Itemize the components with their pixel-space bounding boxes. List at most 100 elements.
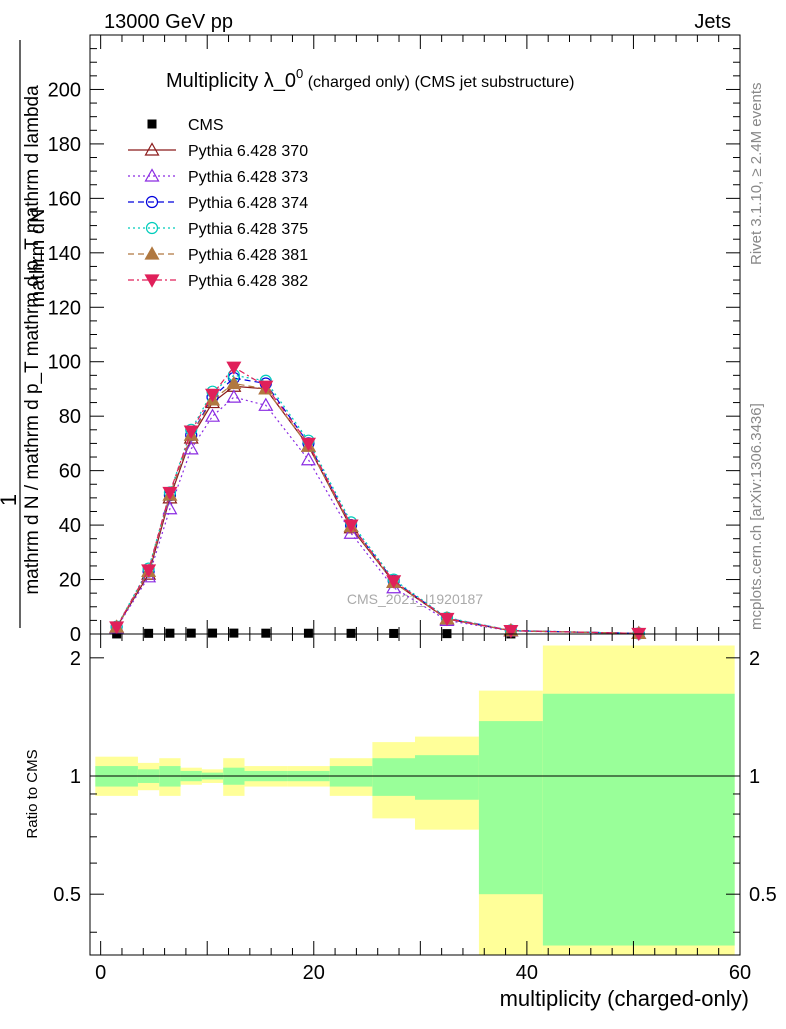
ratio-y-tick-label-right: 1 (749, 766, 760, 788)
cms-data-point (208, 628, 218, 638)
energy-label: 13000 GeV pp (104, 11, 233, 33)
chart-title: Multiplicity λ_00 (charged only) (CMS je… (166, 66, 574, 92)
cms-data-point (261, 628, 271, 638)
rivet-version-label: Rivet 3.1.10, ≥ 2.4M events (748, 83, 765, 266)
cms-data-point (186, 628, 196, 638)
main-y-tick-label: 120 (48, 297, 81, 319)
main-y-tick-label: 140 (48, 243, 81, 265)
data-marker-circle (145, 221, 159, 235)
main-y-tick-label: 60 (59, 461, 81, 483)
legend-label: CMS (188, 117, 224, 134)
data-marker-circle (145, 195, 159, 209)
data-marker-triangle (183, 441, 199, 455)
main-y-tick-label: 200 (48, 79, 81, 101)
data-marker-triangle (205, 408, 221, 422)
data-marker-triangle-down (503, 624, 519, 639)
main-y-tick-label: 100 (48, 352, 81, 374)
legend-entry: Pythia 6.428 370 (128, 142, 308, 160)
data-marker-triangle (226, 375, 242, 390)
data-marker-triangle-down (439, 612, 455, 627)
main-y-tick-label: 0 (70, 624, 81, 646)
ratio-y-tick-label: 2 (70, 648, 81, 670)
data-marker-triangle-down (141, 564, 157, 578)
data-marker-triangle-down (386, 575, 402, 589)
ratio-band-inner (542, 693, 735, 946)
cms-data-point (229, 628, 239, 638)
ratio-y-tick-label-right: 2 (749, 648, 760, 670)
main-y-tick-label: 40 (59, 515, 81, 537)
main-y-label: mathrm dN 1 mathrm d N / mathrm d p_T ma… (0, 40, 49, 628)
ratio-y-tick-label: 0.5 (53, 884, 81, 906)
ratio-band-inner (372, 758, 415, 796)
cms-data-point (303, 628, 313, 638)
process-label: Jets (694, 11, 731, 33)
cms-data-point (165, 628, 175, 638)
main-series-layer (109, 361, 647, 642)
legend-label: Pythia 6.428 382 (188, 273, 308, 290)
ylabel-numerator-prefix: 1 (0, 494, 21, 506)
title-main: Multiplicity λ_0 (166, 70, 296, 92)
data-marker-triangle-down (300, 437, 316, 452)
series-pythia-6-428-382 (109, 361, 647, 642)
legend-entry: Pythia 6.428 374 (128, 195, 308, 212)
ratio-panel: 0 20 40 60 0.5 0.5 1 1 2 2 Ratio to CMS multiplic… (24, 633, 777, 1011)
legend-entry: Pythia 6.428 375 (128, 221, 308, 238)
main-panel: CMS_2021_I1920187 0 20 40 60 80 100 120 140 160 1… (0, 34, 741, 646)
ratio-x-tick-label: 20 (303, 962, 325, 984)
ylabel-denominator: mathrm d N / mathrm d p_T mathrm d p_T m… (22, 85, 43, 595)
main-y-tick-label: 20 (59, 570, 81, 592)
legend-entry: CMS (147, 117, 224, 134)
ratio-frame (89, 633, 741, 956)
ratio-band-inner (478, 721, 543, 895)
legend-label: Pythia 6.428 370 (188, 143, 308, 160)
legend: CMS Pythia 6.428 370 Pythia 6.428 373 Pythi… (128, 117, 308, 290)
cms-data-point (147, 119, 157, 129)
ratio-x-tick-label: 40 (516, 962, 538, 984)
legend-label: Pythia 6.428 374 (188, 195, 308, 212)
ratio-x-tick-label: 60 (729, 962, 751, 984)
data-marker-triangle (300, 452, 316, 466)
ratio-x-tick-label: 0 (95, 962, 106, 984)
data-marker-triangle-down (144, 274, 160, 288)
data-marker-triangle (144, 168, 160, 182)
ratio-y-tick-label: 1 (70, 766, 81, 788)
data-marker-triangle-down (343, 519, 359, 533)
ylabel-numerator: mathrm dN (27, 209, 49, 308)
title-superscript: 0 (296, 66, 303, 81)
data-marker-triangle (258, 397, 274, 411)
data-marker-triangle (343, 525, 359, 539)
ratio-y-tick-label-right: 0.5 (749, 884, 777, 906)
data-marker-triangle-down (109, 621, 125, 635)
main-y-tick-label: 180 (48, 134, 81, 156)
ratio-band-inner (415, 755, 479, 800)
data-marker-triangle (226, 389, 242, 403)
legend-entry: Pythia 6.428 382 (128, 273, 308, 290)
analysis-watermark: CMS_2021_I1920187 (347, 591, 483, 607)
data-marker-triangle-down (226, 361, 242, 375)
legend-label: Pythia 6.428 373 (188, 169, 308, 186)
data-marker-triangle-down (258, 380, 274, 394)
main-axis-ticks: 0 20 40 60 80 100 120 140 160 180 200 (48, 34, 741, 646)
ratio-bands (95, 645, 735, 955)
main-y-tick-label: 160 (48, 188, 81, 210)
ratio-axis-ticks: 0 20 40 60 0.5 0.5 1 1 2 2 (53, 634, 777, 984)
legend-label: Pythia 6.428 375 (188, 221, 308, 238)
data-marker-triangle-down (205, 388, 221, 403)
ratio-y-label: Ratio to CMS (24, 749, 41, 838)
cms-data-point (389, 628, 399, 638)
legend-entry: Pythia 6.428 381 (128, 246, 308, 264)
cms-data-point (346, 628, 356, 638)
mcplots-source-label: mcplots.cern.ch [arXiv:1306.3436] (748, 403, 765, 630)
data-marker-triangle-down (162, 486, 178, 501)
legend-label: Pythia 6.428 381 (188, 247, 308, 264)
main-y-tick-label: 80 (59, 406, 81, 428)
data-marker-triangle (144, 142, 160, 156)
cms-data-point (144, 628, 154, 638)
legend-entry: Pythia 6.428 373 (128, 168, 308, 186)
x-axis-label: multiplicity (charged-only) (500, 986, 749, 1011)
title-rest: (charged only) (CMS jet substructure) (303, 74, 574, 91)
data-marker-triangle-down (183, 425, 199, 439)
data-marker-triangle (144, 246, 160, 260)
